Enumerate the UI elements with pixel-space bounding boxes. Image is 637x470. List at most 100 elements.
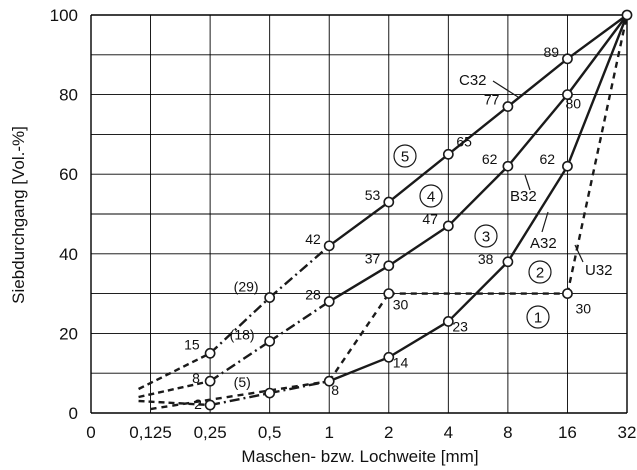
series-segment-a32: [447, 260, 509, 323]
y-tick-label: 60: [59, 165, 78, 184]
x-tick-label: 0,125: [129, 423, 172, 442]
data-points: [204, 9, 633, 411]
series-lines: [138, 14, 629, 411]
series-segment-a32: [566, 14, 629, 167]
data-label: 42: [305, 231, 321, 247]
curve-number-2: 2: [536, 265, 544, 282]
data-point: [562, 160, 573, 172]
series-segment-c32: [447, 105, 509, 156]
series-label-a32: A32: [530, 235, 557, 252]
data-point: [264, 387, 276, 399]
series-label-b32: B32: [510, 188, 537, 205]
data-point: [264, 335, 276, 347]
x-tick-label: 32: [618, 423, 637, 442]
data-label: 8: [192, 370, 200, 386]
x-tick-label: 2: [384, 423, 393, 442]
series-segment-a32: [388, 320, 449, 359]
data-point: [502, 256, 514, 268]
curve-number-2-ring: [528, 260, 552, 284]
series-segment-b32: [268, 300, 330, 343]
y-tick-label: 0: [69, 404, 78, 423]
series-segment-u32: [150, 379, 330, 411]
data-point: [204, 399, 216, 411]
data-point: [502, 101, 514, 112]
data-point: [442, 220, 454, 232]
data-label: 2: [194, 396, 202, 412]
series-lead-c32: [138, 352, 211, 391]
series-segment-u32: [566, 14, 629, 294]
y-tick-label: 40: [59, 245, 78, 264]
data-label: 23: [452, 318, 468, 334]
y-tick-label: 100: [50, 6, 78, 25]
data-point: [323, 240, 335, 252]
y-tick-label: 20: [59, 324, 78, 343]
curve-number-3: 3: [482, 229, 490, 246]
data-label: 47: [422, 211, 438, 227]
curve-number-4: 4: [427, 189, 435, 206]
data-point: [442, 148, 454, 160]
data-label: 89: [543, 44, 559, 60]
leader-line: [524, 174, 531, 191]
leader-line: [541, 211, 549, 233]
data-point: [442, 316, 454, 327]
data-label: 30: [393, 297, 409, 313]
series-lead-a32: [138, 399, 211, 407]
series-segment-a32: [506, 165, 569, 263]
data-label: 28: [305, 287, 321, 303]
data-point: [562, 53, 573, 65]
data-point: [383, 196, 395, 208]
grid: [90, 14, 628, 414]
data-point: [383, 260, 395, 272]
data-label: 80: [565, 96, 581, 112]
data-label: 77: [484, 92, 500, 108]
series-segment-u32: [328, 292, 390, 382]
data-label: 8: [331, 382, 339, 398]
x-tick-label: 0,5: [258, 423, 282, 442]
x-tick-label: 0,25: [194, 423, 227, 442]
data-label: 62: [539, 151, 555, 167]
series-segment-b32: [209, 340, 271, 383]
data-point: [562, 288, 573, 299]
series-segment-c32: [388, 153, 450, 203]
data-label: 30: [575, 301, 591, 317]
curve-number-5-ring: [393, 144, 417, 168]
series-label-c32: C32: [459, 72, 487, 89]
series-segment-c32: [328, 201, 390, 247]
series-label-u32: U32: [585, 262, 613, 279]
y-tick-label: 80: [59, 86, 78, 105]
data-label: 14: [393, 354, 409, 370]
data-label: 53: [365, 187, 381, 203]
data-point: [264, 292, 276, 303]
data-point: [204, 375, 216, 387]
data-point: [621, 9, 633, 21]
x-tick-label: 4: [444, 423, 453, 442]
leader-line: [574, 244, 584, 263]
data-label: 38: [478, 251, 494, 267]
data-label: (29): [234, 279, 259, 295]
curve-number-5: 5: [401, 149, 409, 166]
series-segment-c32: [566, 14, 628, 60]
x-tick-label: 16: [558, 423, 577, 442]
data-point: [323, 296, 335, 307]
data-label: 62: [482, 151, 498, 167]
series-segment-b32: [566, 14, 628, 96]
data-label: (5): [234, 374, 251, 390]
series-segment-a32: [328, 356, 390, 383]
data-label: 65: [456, 133, 472, 149]
series-segment-b32: [447, 165, 509, 227]
curve-number-1-ring: [526, 305, 550, 329]
series-segment-b32: [328, 264, 390, 303]
series-segment-c32: [507, 57, 569, 108]
data-labels: 15(29)42536577898(18)28374762802(5)81423…: [184, 44, 612, 412]
x-tick-label: 0: [86, 423, 95, 442]
data-point: [562, 89, 573, 100]
curve-number-1: 1: [534, 310, 542, 327]
leader-line: [492, 80, 519, 98]
data-point: [383, 351, 395, 363]
data-point: [323, 375, 335, 387]
data-label: 37: [365, 251, 381, 267]
data-label: 15: [184, 336, 200, 352]
data-label: (18): [230, 326, 255, 342]
